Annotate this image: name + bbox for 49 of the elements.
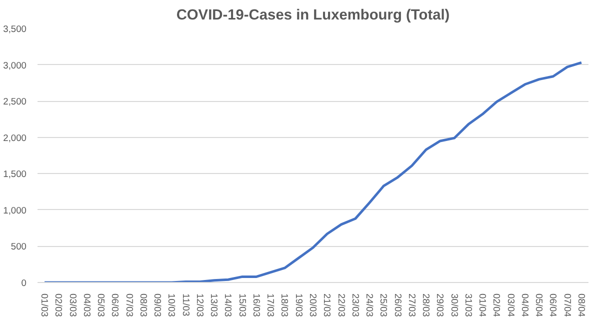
- x-tick-label: 04/04: [520, 294, 530, 317]
- x-tick-label: 13/03: [209, 294, 220, 317]
- x-tick-label: 12/03: [194, 294, 205, 317]
- x-tick-label: 02/03: [54, 294, 64, 317]
- x-tick-label: 15/03: [237, 294, 248, 317]
- x-tick-label: 17/03: [266, 294, 276, 317]
- x-tick-label: 22/03: [336, 294, 346, 317]
- x-tick-label: 07/03: [124, 294, 134, 317]
- x-tick-label: 30/03: [449, 294, 460, 317]
- x-tick-label: 05/03: [96, 294, 106, 317]
- x-tick-label: 20/03: [308, 294, 318, 317]
- x-tick-label: 31/03: [463, 294, 474, 317]
- x-tick-label: 03/03: [68, 294, 78, 317]
- x-tick-label: 01/03: [40, 294, 50, 317]
- x-tick-label: 26/03: [392, 294, 403, 317]
- x-tick-label: 09/03: [152, 294, 163, 317]
- x-tick-label: 04/03: [82, 294, 92, 317]
- x-tick-label: 27/03: [406, 294, 417, 317]
- x-tick-label: 19/03: [294, 294, 304, 317]
- chart-title: COVID-19-Cases in Luxembourg (Total): [176, 8, 450, 24]
- x-tick-label: 06/03: [110, 294, 120, 317]
- x-tick-label: 24/03: [364, 294, 375, 317]
- x-tick-label: 29/03: [435, 294, 446, 317]
- line-series: [43, 61, 583, 282]
- x-tick-label: 05/04: [534, 294, 544, 317]
- x-tick-label: 08/03: [138, 294, 148, 317]
- y-tick-label: 1,000: [3, 205, 26, 216]
- y-tick-label: 2,500: [3, 96, 26, 107]
- x-tick-label: 11/03: [180, 294, 191, 316]
- x-tick-label: 10/03: [166, 294, 177, 317]
- x-tick-label: 03/04: [506, 294, 516, 317]
- x-tick-label: 08/04: [576, 294, 586, 317]
- x-tick-label: 21/03: [322, 294, 332, 317]
- x-tick-label: 23/03: [350, 294, 360, 317]
- y-tick-label: 1,500: [3, 169, 26, 180]
- y-tick-label: 3,500: [3, 24, 26, 34]
- y-tick-label: 500: [10, 242, 27, 252]
- y-tick-label: 2,000: [3, 132, 26, 143]
- x-tick-label: 07/04: [562, 294, 572, 317]
- x-tick-label: 25/03: [378, 294, 389, 317]
- x-tick-label: 14/03: [223, 294, 234, 317]
- y-tick-label: 0: [21, 278, 27, 288]
- y-tick-label: 3,000: [3, 60, 26, 70]
- x-tick-label: 16/03: [251, 294, 262, 317]
- x-tick-label: 18/03: [280, 294, 290, 317]
- x-tick-label: 01/04: [478, 294, 488, 317]
- x-tick-label: 28/03: [421, 294, 432, 317]
- x-tick-label: 02/04: [492, 294, 502, 317]
- x-tick-label: 06/04: [548, 294, 558, 317]
